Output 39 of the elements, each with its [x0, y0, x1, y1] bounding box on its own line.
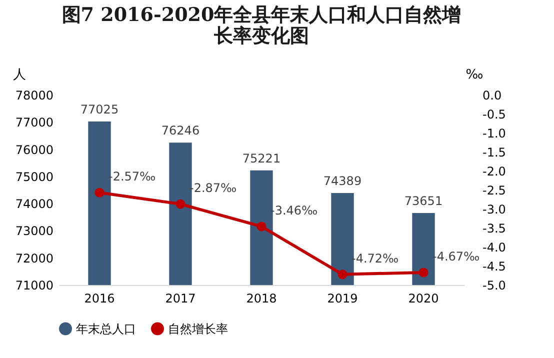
y-tick-label: 73000 — [15, 224, 54, 238]
point — [94, 188, 104, 198]
y-tick-label: 78000 — [15, 88, 54, 102]
y2-tick-label: -4.5 — [482, 260, 506, 274]
y2-tick-label: 0.0 — [482, 88, 502, 102]
y-tick-label: 76000 — [15, 142, 54, 157]
chart-title: 图7 2016-2020年全县年末人口和人口自然增长率变化图 — [62, 4, 462, 47]
data-label: 76246 — [161, 124, 200, 138]
y-tick-label: 74000 — [15, 197, 54, 212]
y-tick-label: 77000 — [15, 116, 54, 130]
x-tick-label: 2019 — [327, 292, 358, 306]
point — [176, 199, 186, 209]
y2-tick-label: -4.0 — [482, 240, 506, 254]
x-tick-label: 2020 — [408, 292, 439, 306]
y2-tick-label: -1.5 — [482, 146, 506, 160]
point — [338, 270, 348, 280]
legend-label: 自然增长率 — [168, 322, 228, 336]
y-tick-label: 72000 — [15, 251, 54, 266]
y2-tick-label: -5.0 — [482, 278, 506, 292]
y2-tick-label: -2.0 — [482, 164, 506, 178]
y-tick-label: 75000 — [15, 170, 54, 184]
y2-tick-label: -1.0 — [482, 126, 506, 140]
x-tick-label: 2018 — [246, 292, 277, 306]
y-tick-label: 71000 — [15, 278, 54, 292]
y2-tick-label: -2.5 — [482, 184, 506, 198]
point — [256, 222, 266, 232]
data-label: 73651 — [404, 194, 443, 208]
y-axis-title: 人 — [13, 68, 26, 82]
legend-label: 年末总人口 — [76, 322, 136, 336]
x-tick-label: 2016 — [84, 292, 115, 306]
y2-tick-label: -3.5 — [482, 222, 506, 236]
y2-tick-label: -3.0 — [482, 202, 506, 216]
y2-tick-label: -0.5 — [482, 108, 506, 122]
data-label: 74389 — [323, 174, 362, 188]
data-label: 77025 — [80, 102, 119, 116]
y2-axis-title: ‰ — [466, 68, 484, 82]
point — [418, 268, 428, 278]
x-tick-label: 2017 — [165, 292, 196, 306]
data-label: 75221 — [242, 151, 281, 166]
